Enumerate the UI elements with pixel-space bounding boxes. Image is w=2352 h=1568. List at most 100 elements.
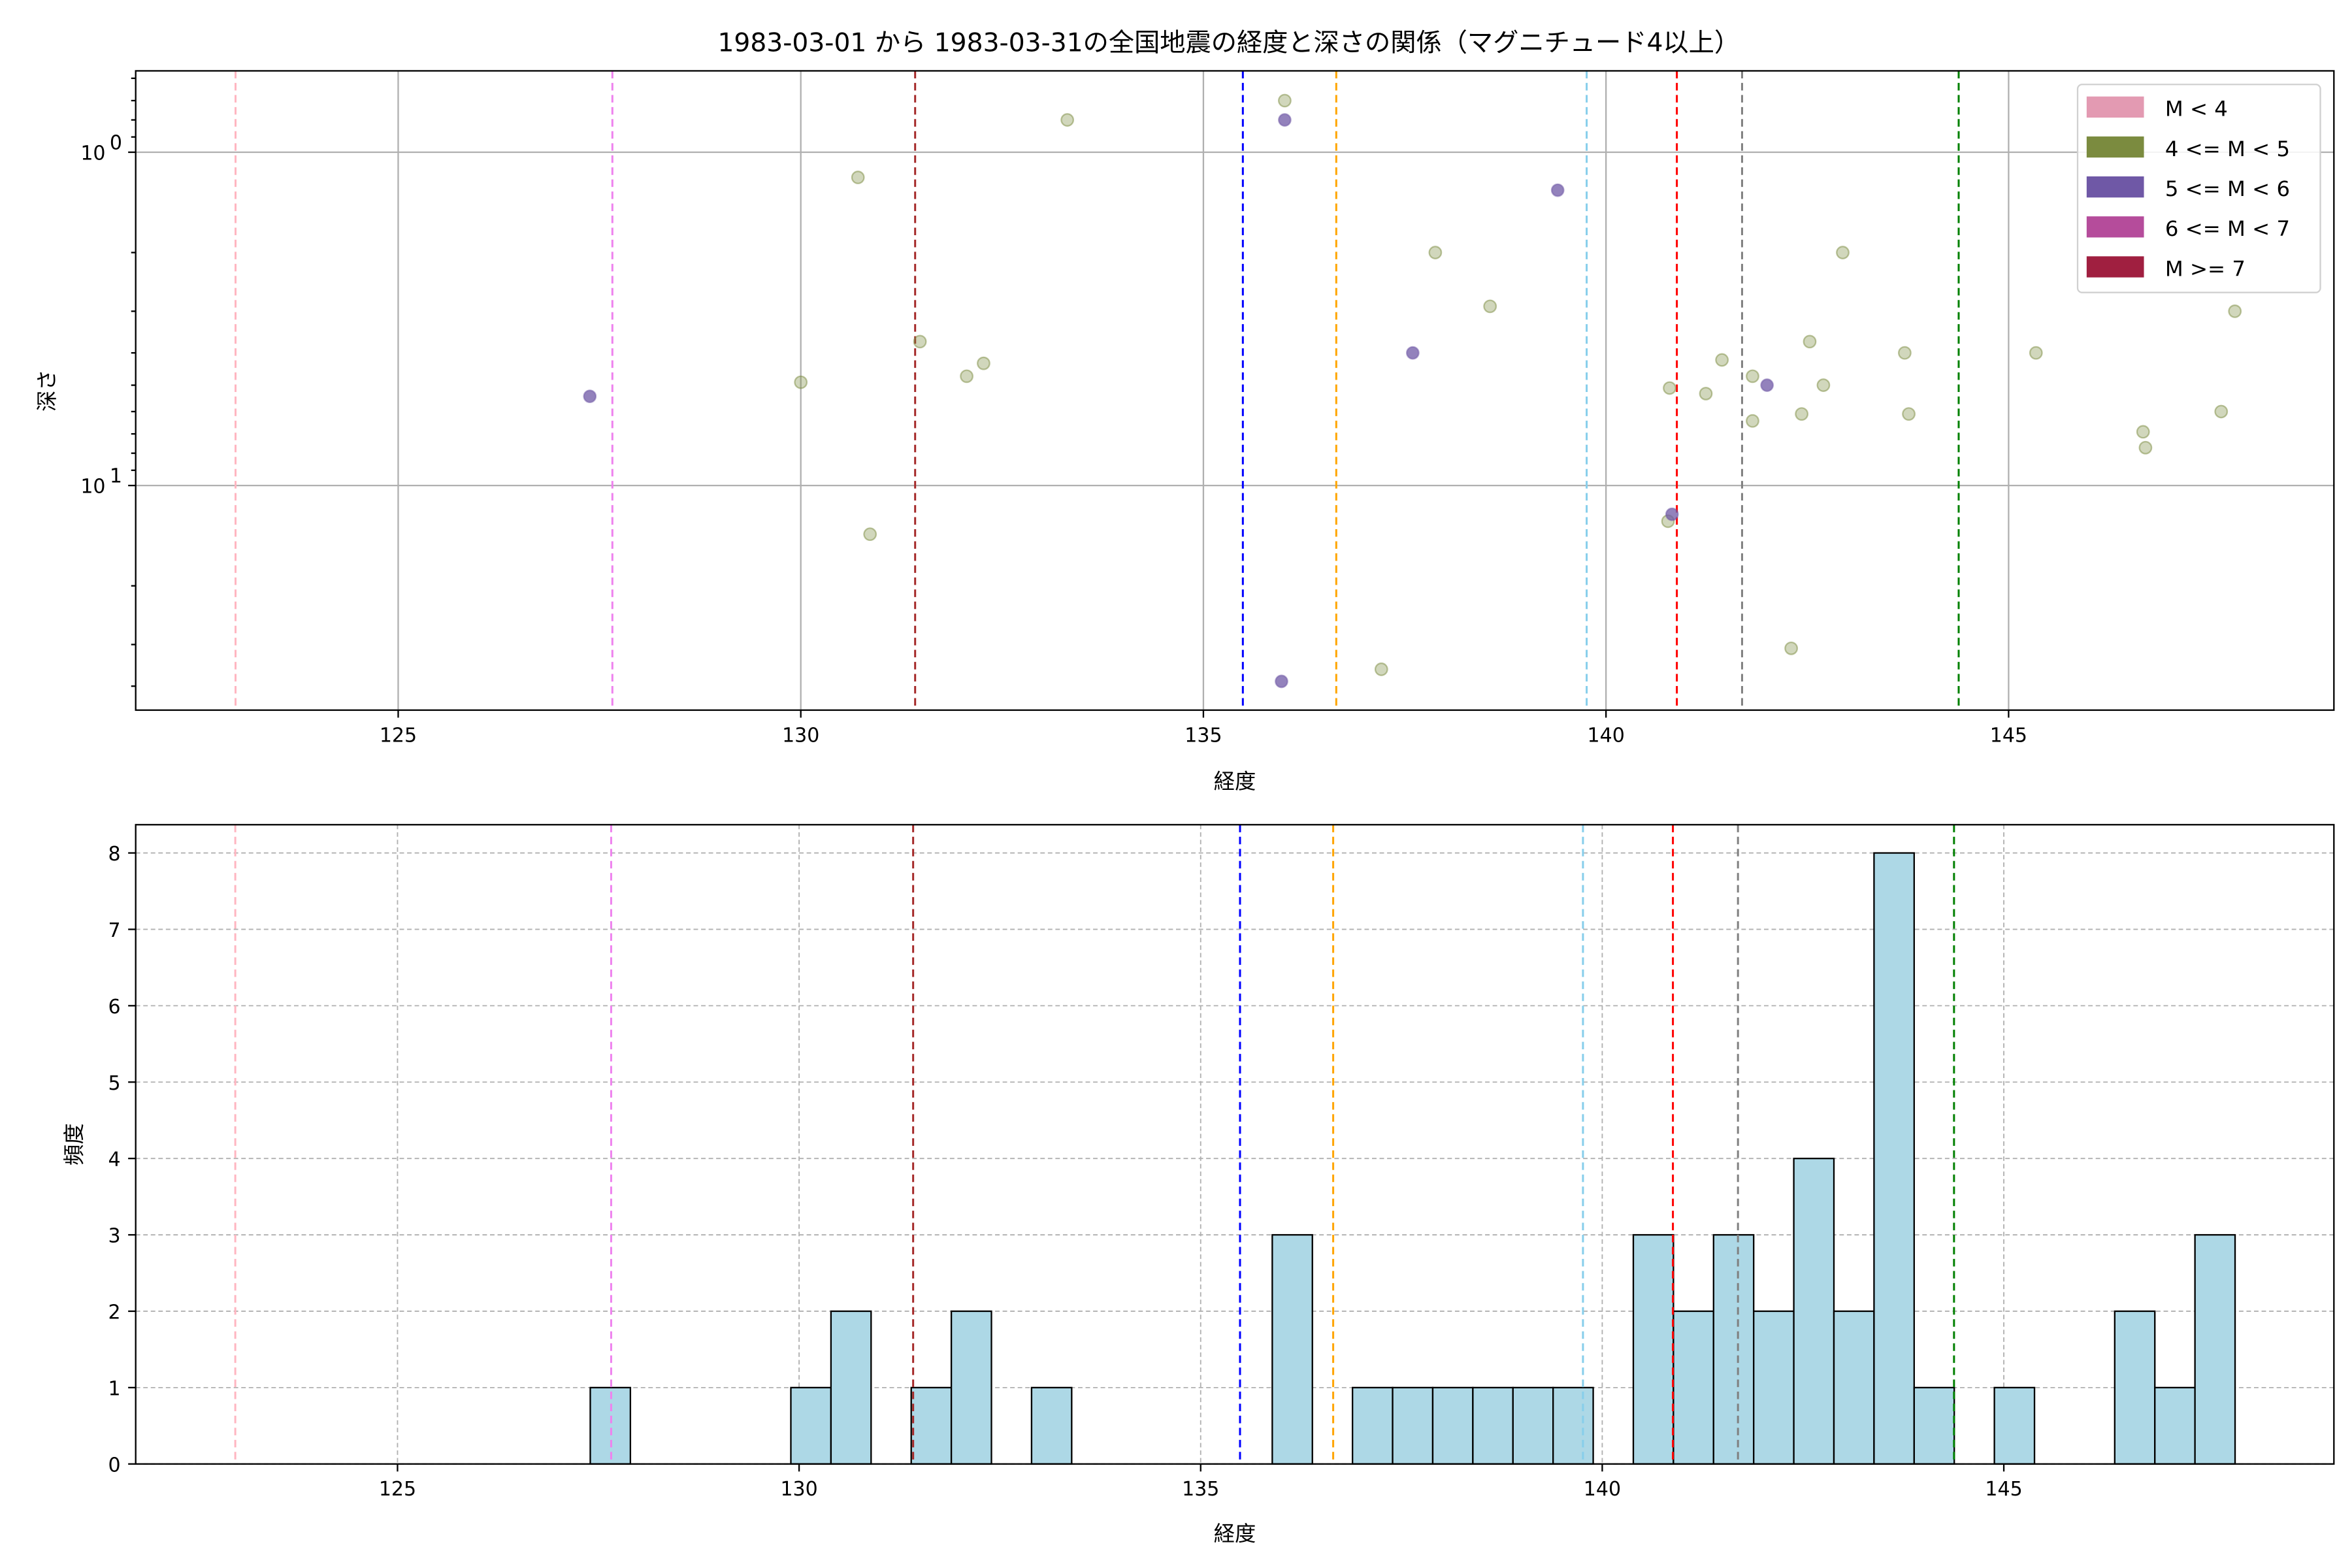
data-point bbox=[1060, 113, 1075, 127]
data-point bbox=[794, 375, 808, 389]
y-tick-label: 6 bbox=[108, 996, 121, 1019]
histogram-bar bbox=[2114, 1310, 2156, 1465]
histogram-bar bbox=[1030, 1386, 1073, 1465]
x-tick-label: 130 bbox=[782, 724, 819, 747]
y-tick-exponent: 0 bbox=[110, 131, 122, 154]
data-point bbox=[1278, 113, 1292, 127]
histogram-bar bbox=[1873, 852, 1915, 1465]
chart-title: 1983-03-01 から 1983-03-31の全国地震の経度と深さの関係（マ… bbox=[717, 28, 1740, 57]
histogram-bar bbox=[1352, 1386, 1394, 1465]
histogram-bar bbox=[1753, 1310, 1795, 1465]
y-tick-label: 5 bbox=[108, 1072, 121, 1095]
data-point bbox=[1483, 299, 1497, 314]
data-point bbox=[1784, 641, 1799, 655]
legend-swatch bbox=[2086, 256, 2144, 278]
y-tick-label: 8 bbox=[108, 843, 121, 866]
histogram-bar bbox=[950, 1310, 992, 1465]
legend-label: M < 4 bbox=[2165, 97, 2228, 122]
x-tick-label: 145 bbox=[1990, 724, 2027, 747]
data-point bbox=[977, 356, 990, 370]
y-tick-label: 1 bbox=[108, 1377, 121, 1400]
legend-label: 4 <= M < 5 bbox=[2165, 137, 2290, 161]
legend-label: M >= 7 bbox=[2165, 256, 2246, 281]
data-point bbox=[1760, 378, 1774, 392]
histogram-bar bbox=[2194, 1233, 2236, 1465]
y-tick-label: 10 bbox=[80, 476, 105, 498]
data-point bbox=[913, 335, 927, 349]
histogram-x-label: 経度 bbox=[1214, 1521, 1256, 1546]
plot-frame bbox=[135, 824, 2335, 1465]
y-tick-label: 0 bbox=[108, 1454, 121, 1477]
histogram-bar bbox=[1431, 1386, 1474, 1465]
histogram-bar bbox=[1632, 1233, 1674, 1465]
data-point bbox=[2214, 404, 2229, 419]
scatter-x-label: 経度 bbox=[1214, 769, 1256, 794]
data-point bbox=[863, 527, 877, 542]
data-point bbox=[1836, 246, 1850, 259]
data-point bbox=[851, 171, 865, 184]
data-point bbox=[1550, 183, 1565, 197]
histogram-bar bbox=[1512, 1386, 1554, 1465]
y-tick-label: 2 bbox=[108, 1301, 121, 1324]
data-point bbox=[1746, 414, 1759, 428]
data-point bbox=[1816, 378, 1831, 392]
data-point bbox=[2228, 304, 2242, 318]
data-point bbox=[1699, 387, 1713, 400]
data-point bbox=[1275, 674, 1288, 689]
histogram-bar bbox=[1271, 1233, 1313, 1465]
data-point bbox=[1665, 507, 1679, 521]
plot-frame bbox=[135, 70, 2335, 711]
data-point bbox=[1715, 353, 1729, 367]
y-tick-label: 10 bbox=[80, 142, 105, 165]
histogram-bar bbox=[1673, 1310, 1714, 1465]
scatter-y-label: 深さ bbox=[35, 369, 59, 412]
legend-swatch bbox=[2086, 216, 2144, 238]
data-point bbox=[1405, 346, 1420, 360]
histogram-bar bbox=[830, 1310, 872, 1465]
data-point bbox=[1902, 407, 1916, 421]
histogram-bar bbox=[910, 1386, 953, 1465]
histogram-bar bbox=[1552, 1386, 1594, 1465]
histogram-bar bbox=[2154, 1386, 2196, 1465]
histogram-bar bbox=[1913, 1386, 1955, 1465]
y-tick-label: 3 bbox=[108, 1225, 121, 1248]
data-point bbox=[2136, 425, 2150, 439]
histogram-bar bbox=[1793, 1158, 1835, 1465]
histogram-bar bbox=[1472, 1386, 1514, 1465]
histogram-bar bbox=[1392, 1386, 1434, 1465]
data-point bbox=[1898, 346, 1912, 360]
legend-label: 6 <= M < 7 bbox=[2165, 216, 2290, 241]
legend-swatch bbox=[2086, 176, 2144, 198]
histogram-bar bbox=[589, 1386, 632, 1465]
histogram-y-label: 頻度 bbox=[62, 1123, 87, 1166]
legend-label: 5 <= M < 6 bbox=[2165, 176, 2290, 201]
data-point bbox=[2029, 346, 2043, 360]
x-tick-label: 145 bbox=[1985, 1478, 2022, 1501]
legend-swatch bbox=[2086, 136, 2144, 158]
x-tick-label: 125 bbox=[380, 724, 417, 747]
data-point bbox=[1428, 246, 1443, 259]
x-tick-label: 135 bbox=[1182, 1478, 1219, 1501]
y-tick-exponent: 1 bbox=[110, 465, 122, 488]
data-point bbox=[1374, 662, 1388, 676]
histogram-bar bbox=[1993, 1386, 2036, 1465]
data-point bbox=[1795, 407, 1809, 421]
data-point bbox=[1746, 369, 1759, 384]
histogram-bar bbox=[1712, 1233, 1755, 1465]
histogram-plot: 125 130 135 140 145 0 1 2 3 4 5 6 7 8 bbox=[108, 824, 2335, 1501]
legend-swatch bbox=[2086, 96, 2144, 118]
data-point bbox=[1278, 93, 1292, 108]
x-tick-label: 140 bbox=[1588, 724, 1625, 747]
histogram-bar bbox=[1833, 1310, 1875, 1465]
data-point bbox=[1803, 335, 1817, 349]
y-tick-label: 4 bbox=[108, 1149, 121, 1171]
legend: M < 4 4 <= M < 5 5 <= M < 6 6 <= M < 7 M >= … bbox=[2076, 84, 2321, 293]
histogram-bar bbox=[790, 1386, 832, 1465]
data-point bbox=[2138, 440, 2153, 455]
x-tick-label: 140 bbox=[1584, 1478, 1621, 1501]
x-tick-label: 130 bbox=[780, 1478, 817, 1501]
x-tick-label: 125 bbox=[379, 1478, 416, 1501]
y-tick-label: 7 bbox=[108, 919, 121, 942]
